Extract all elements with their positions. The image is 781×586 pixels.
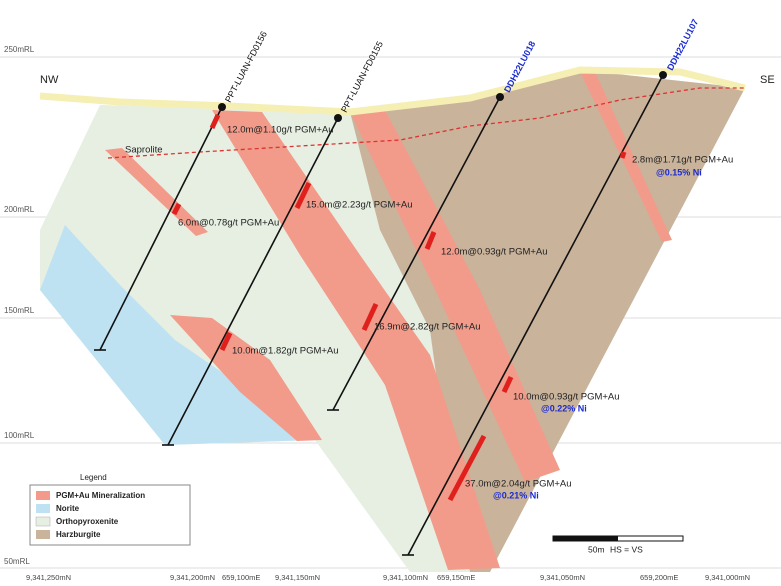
band <box>580 72 672 242</box>
intercept <box>447 434 487 502</box>
intercept-label: 2.8m@1.71g/t PGM+Au <box>632 155 733 166</box>
intercept-label: 12.0m@1.10g/t PGM+Au <box>227 125 334 136</box>
collar <box>659 71 667 79</box>
legend-title: Legend <box>80 473 107 482</box>
intercept <box>361 302 379 332</box>
scale-length: 50m <box>588 544 605 554</box>
intercept <box>209 113 221 130</box>
intercept-label: 6.0m@0.78g/t PGM+Au <box>178 218 279 229</box>
drill-hole <box>99 106 223 351</box>
legend-label: Harzburgite <box>56 530 101 539</box>
direction-label: NW <box>40 74 59 86</box>
legend-swatch <box>36 530 50 539</box>
band <box>170 315 322 441</box>
nickel-label: @0.15% Ni <box>656 167 702 177</box>
legend-label: Norite <box>56 504 80 513</box>
intercept-label: 16.9m@2.82g/t PGM+Au <box>374 322 481 333</box>
legend-box <box>29 484 191 546</box>
intercept-label: 37.0m@2.04g/t PGM+Au <box>465 479 572 490</box>
band <box>105 148 208 236</box>
collar <box>496 93 504 101</box>
elevation-label: 50mRL <box>4 557 30 566</box>
legend-label: PGM+Au Mineralization <box>56 491 145 500</box>
coordinate: 659,150mE <box>437 573 475 582</box>
coordinate: 659,100mE <box>222 573 260 582</box>
legend: Legend PGM+Au Mineralization Norite Orth… <box>29 473 191 546</box>
legend-swatch <box>35 516 51 527</box>
elevation-label: 200mRL <box>4 205 35 214</box>
elevation-label: 100mRL <box>4 431 35 440</box>
scale-segment <box>553 536 618 541</box>
intercept-label: 12.0m@0.93g/t PGM+Au <box>441 247 548 258</box>
legend-swatch <box>36 504 50 513</box>
nickel-label: @0.22% Ni <box>541 403 587 413</box>
intercept <box>171 202 182 216</box>
collar <box>334 114 342 122</box>
intercept <box>619 151 627 159</box>
scale-bar: 50m HS = VS <box>552 535 684 554</box>
intercept-label: 15.0m@2.23g/t PGM+Au <box>306 200 413 211</box>
coordinate: 9,341,150mN <box>275 573 320 582</box>
saprolite-label: Saprolite <box>125 145 163 156</box>
coordinate: 9,341,000mN <box>705 573 750 582</box>
coordinate: 659,200mE <box>640 573 678 582</box>
intercept <box>501 375 514 394</box>
direction-label: SE <box>760 74 775 86</box>
intercept-label: 10.0m@0.93g/t PGM+Au <box>513 392 620 403</box>
intercept <box>294 181 312 210</box>
band <box>212 110 500 570</box>
nickel-label: @0.21% Ni <box>493 490 539 500</box>
coordinate: 9,341,100mN <box>383 573 428 582</box>
drill-hole <box>332 96 501 411</box>
legend-label: Orthopyroxenite <box>56 517 119 526</box>
coordinate: 9,341,200mN <box>170 573 215 582</box>
coordinate: 9,341,050mN <box>540 573 585 582</box>
intercept <box>424 231 437 250</box>
saprolite-line <box>107 87 745 159</box>
intercepts <box>171 113 627 502</box>
scale-ratio: HS = VS <box>610 544 643 554</box>
collar <box>218 103 226 111</box>
elevation-label: 150mRL <box>4 306 35 315</box>
drill-hole <box>167 117 339 446</box>
coordinate: 9,341,250mN <box>26 573 71 582</box>
intercept <box>219 331 233 352</box>
elevation-label: 250mRL <box>4 45 35 54</box>
intercept-label: 10.0m@1.82g/t PGM+Au <box>232 346 339 357</box>
legend-swatch <box>36 491 50 500</box>
